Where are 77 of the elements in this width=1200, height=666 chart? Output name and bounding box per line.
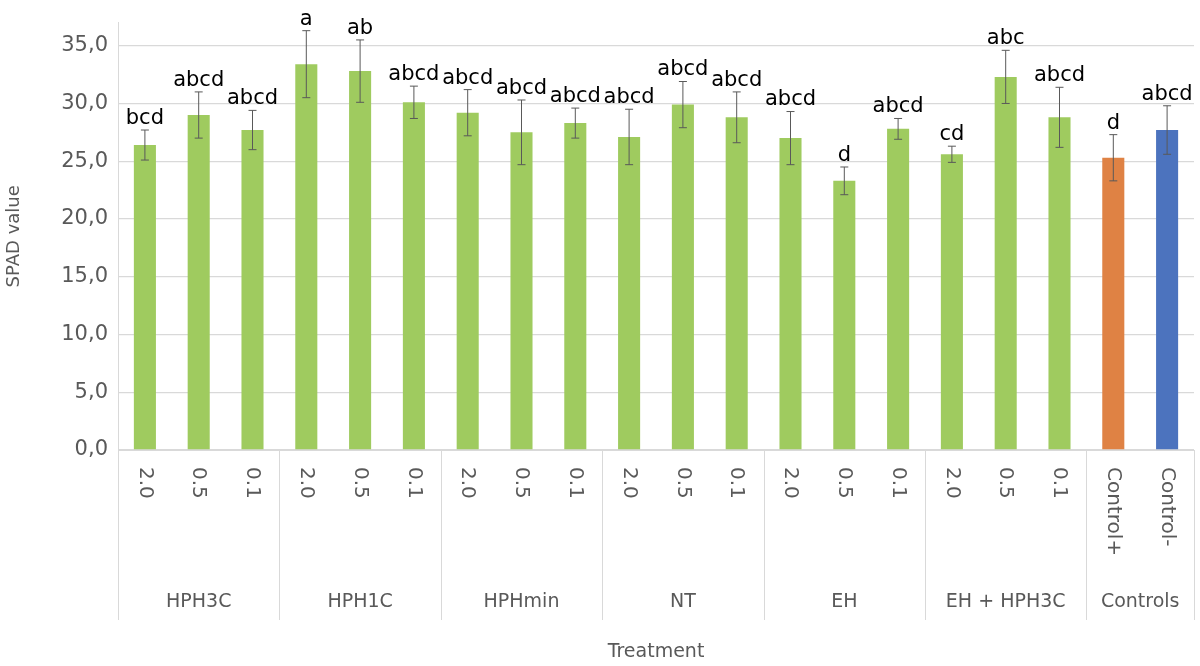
data-label: ab — [347, 14, 374, 39]
bar — [241, 130, 264, 450]
data-label: abcd — [872, 93, 924, 118]
bar — [402, 102, 425, 450]
bar — [349, 71, 372, 450]
bar — [1048, 117, 1071, 450]
bar — [1156, 130, 1179, 450]
text: EH — [831, 588, 858, 611]
data-label: abcd — [549, 83, 601, 108]
x-tick-label: 2.0 — [457, 467, 482, 499]
x-tick-label: 0.1 — [887, 467, 912, 499]
y-tick-label: 0,0 — [74, 436, 108, 461]
x-tick-label: 0.5 — [834, 467, 859, 499]
y-tick-label: 5,0 — [74, 378, 108, 403]
bar — [994, 76, 1017, 450]
text: Controls — [1100, 588, 1180, 611]
x-tick-label: 0.5 — [349, 467, 374, 499]
x-tick-label: 2.0 — [780, 467, 805, 499]
bar — [618, 136, 641, 450]
bar — [779, 138, 802, 450]
x-tick-label: 0.1 — [403, 467, 428, 499]
y-tick-label: 15,0 — [61, 263, 108, 288]
bar — [133, 145, 156, 450]
data-label: abcd — [226, 85, 279, 110]
y-axis-title: SPAD value — [2, 185, 24, 288]
data-label: cd — [939, 121, 965, 146]
data-label: abcd — [442, 64, 494, 89]
x-tick-label: Control+ — [1103, 467, 1128, 557]
x-tick-label: 2.0 — [941, 467, 966, 499]
text: NT — [669, 588, 697, 611]
data-label: abcd — [173, 66, 225, 91]
bar — [940, 154, 963, 450]
data-label: abcd — [764, 86, 817, 111]
data-label: bcd — [125, 104, 165, 129]
bar — [295, 64, 318, 450]
data-label: abcd — [1141, 80, 1193, 105]
y-tick-label: 20,0 — [61, 205, 108, 230]
bar — [887, 128, 910, 450]
data-label: abcd — [711, 66, 763, 91]
text: HPH1C — [327, 588, 393, 611]
bar — [510, 132, 533, 450]
x-tick-label: 0.1 — [726, 467, 751, 499]
bar — [833, 180, 856, 450]
data-label: abcd — [1033, 62, 1086, 87]
data-label: d — [837, 141, 851, 166]
bar — [564, 123, 587, 450]
x-tick-label: 2.0 — [296, 467, 321, 499]
data-label: a — [299, 5, 313, 30]
y-tick-label: 35,0 — [61, 32, 108, 57]
x-tick-label: 0.1 — [565, 467, 590, 499]
y-tick-label: 10,0 — [61, 320, 108, 345]
text: HPH3C — [166, 588, 232, 611]
y-tick-label: 30,0 — [61, 89, 108, 114]
bar — [725, 117, 748, 450]
x-tick-label: 2.0 — [134, 467, 159, 499]
x-tick-label: 0.1 — [242, 467, 267, 499]
data-label: abcd — [603, 84, 655, 109]
data-label: abcd — [388, 61, 440, 86]
bar — [1102, 157, 1125, 450]
bar — [456, 112, 479, 450]
y-tick-label: 25,0 — [61, 147, 108, 172]
x-tick-label: Control- — [1156, 467, 1181, 547]
x-tick-label: 0.5 — [511, 467, 536, 499]
data-label: abcd — [495, 74, 548, 99]
x-tick-label: 2.0 — [618, 467, 643, 499]
text: HPHmin — [483, 588, 560, 611]
data-label: d — [1106, 109, 1120, 134]
data-label: abcd — [657, 56, 709, 81]
x-tick-label: 0.1 — [1049, 467, 1074, 499]
data-label: abc — [986, 25, 1025, 50]
x-axis-title: Treatment — [606, 638, 705, 661]
bar — [187, 115, 210, 450]
x-tick-label: 0.5 — [995, 467, 1020, 499]
x-tick-label: 0.5 — [188, 467, 213, 499]
bar — [671, 104, 694, 450]
x-tick-label: 0.5 — [672, 467, 697, 499]
text: EH + HPH3C — [945, 588, 1066, 611]
